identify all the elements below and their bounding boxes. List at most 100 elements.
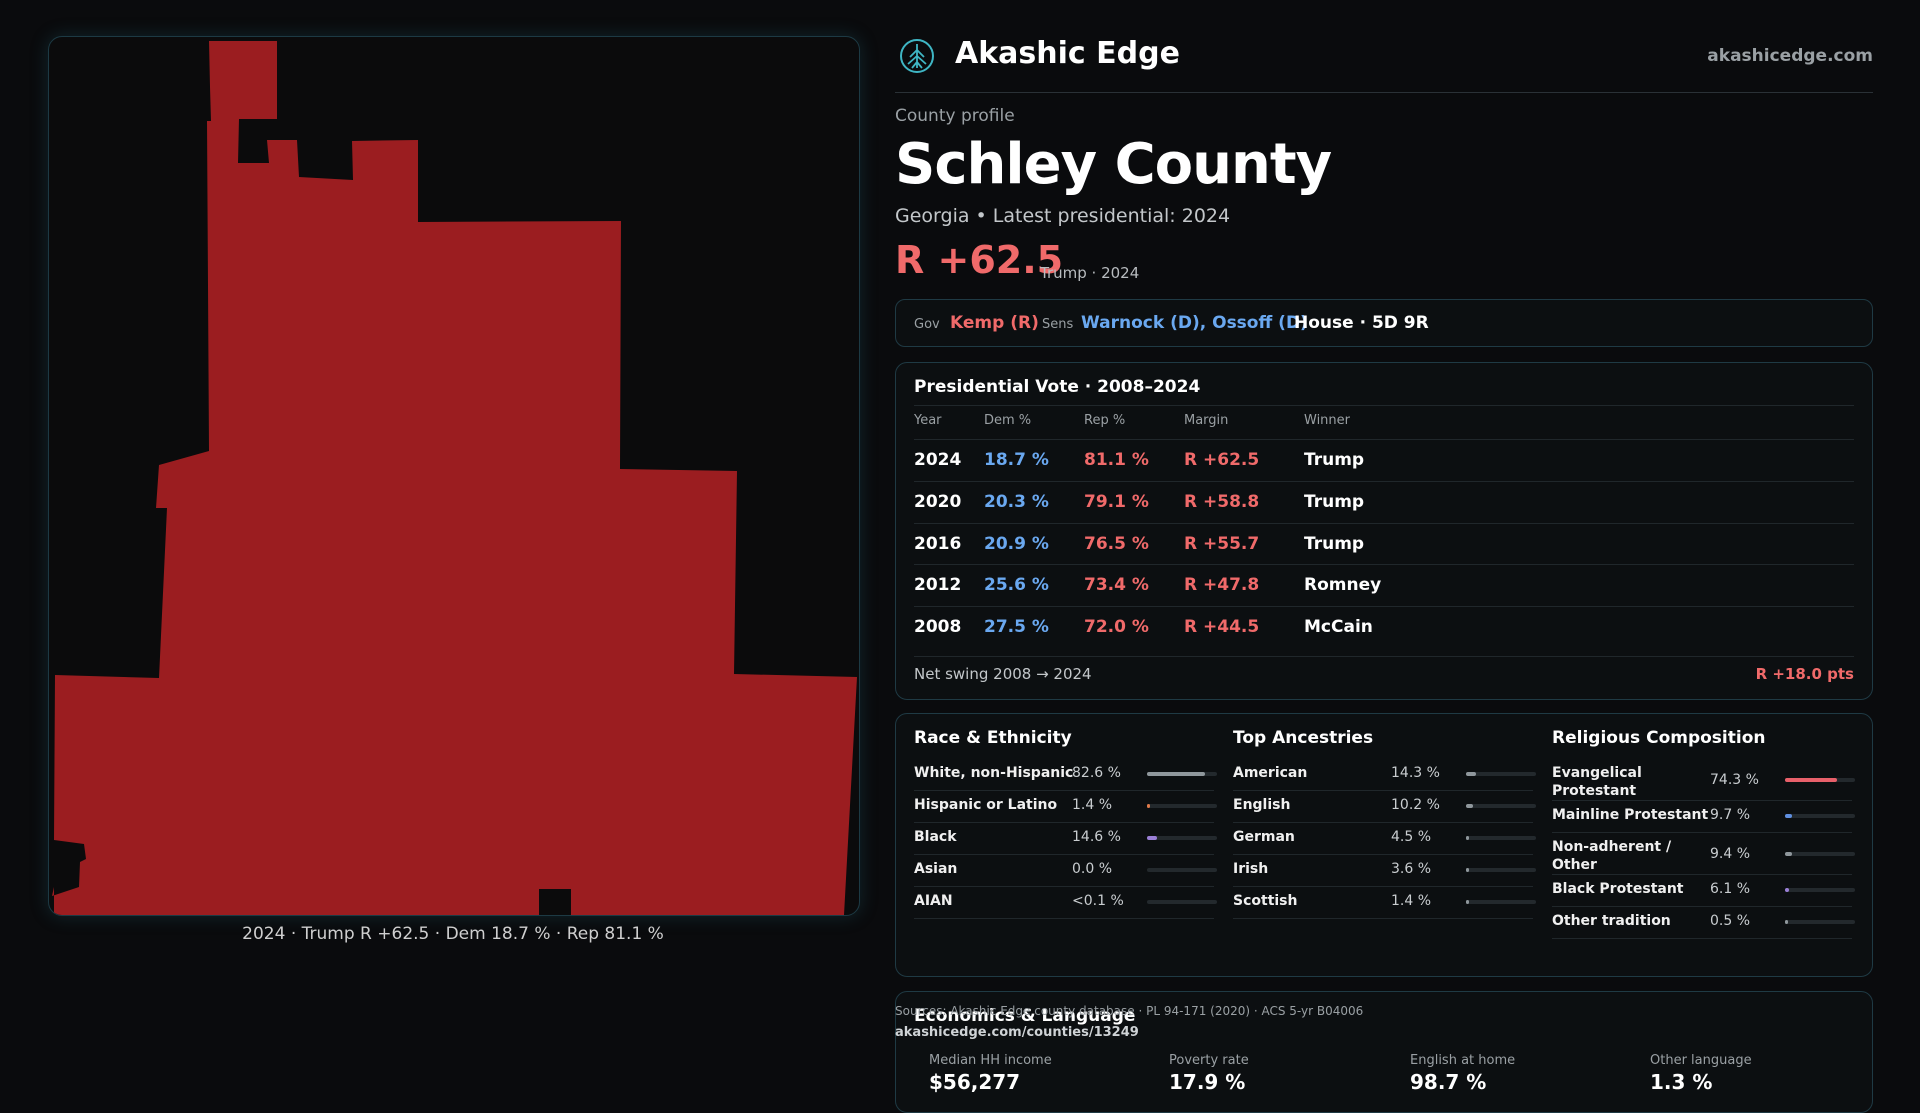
ancestry-row-bar-fill xyxy=(1466,804,1474,808)
religion-row-pct: 9.7 % xyxy=(1710,807,1751,823)
col-dem: Dem % xyxy=(984,413,1032,428)
ancestry-row-pct: 3.6 % xyxy=(1391,861,1432,877)
ancestry-row-bar-fill xyxy=(1466,868,1469,872)
county-shape xyxy=(52,41,857,915)
religion-row: Black Protestant 6.1 % xyxy=(1552,874,1855,907)
row-rep: 81.1 % xyxy=(1084,450,1149,470)
religion-row: Non-adherent / Other 9.4 % xyxy=(1552,832,1855,875)
ancestry-row-name: Scottish xyxy=(1233,893,1298,909)
econ-label-other: Other language xyxy=(1650,1053,1752,1068)
religion-row: Evangelical Protestant 74.3 % xyxy=(1552,758,1855,801)
ancestry-row-name: English xyxy=(1233,797,1291,813)
race-row-bar xyxy=(1147,868,1217,872)
religion-row-name: Mainline Protestant xyxy=(1552,807,1709,823)
col-year: Year xyxy=(914,413,942,428)
religion-row-bar-fill xyxy=(1785,920,1788,924)
net-swing-value: R +18.0 pts xyxy=(1755,665,1854,683)
ancestry-row-name: German xyxy=(1233,829,1295,845)
religion-row-bar xyxy=(1785,920,1855,924)
economics-title: Economics & Language xyxy=(914,1006,1136,1026)
row-winner: McCain xyxy=(1304,617,1373,637)
row-margin: R +55.7 xyxy=(1184,534,1260,554)
row-rep: 72.0 % xyxy=(1084,617,1149,637)
page-subtitle: Georgia • Latest presidential: 2024 xyxy=(895,205,1231,227)
religion-row-name: Other tradition xyxy=(1552,913,1671,929)
col-margin: Margin xyxy=(1184,413,1229,428)
race-row-bar xyxy=(1147,900,1217,904)
religion-title: Religious Composition xyxy=(1552,728,1766,748)
source-note: Sources: Akashic Edge county database · … xyxy=(895,1004,1364,1018)
row-dem: 20.9 % xyxy=(984,534,1049,554)
race-row: Black 14.6 % xyxy=(914,822,1217,855)
source-url[interactable]: akashicedge.com/counties/13249 xyxy=(895,1025,1139,1040)
ancestry-row-pct: 1.4 % xyxy=(1391,893,1432,909)
row-rep: 79.1 % xyxy=(1084,492,1149,512)
race-row-name: AIAN xyxy=(914,893,953,909)
race-row-pct: 1.4 % xyxy=(1072,797,1113,813)
row-dem: 27.5 % xyxy=(984,617,1049,637)
race-row-bar-fill xyxy=(1147,772,1205,776)
col-winner: Winner xyxy=(1304,413,1351,428)
brand-name[interactable]: Akashic Edge xyxy=(955,36,1180,71)
officials-bar: Gov Kemp (R) Sens Warnock (D), Ossoff (D… xyxy=(895,299,1873,347)
race-row: Asian 0.0 % xyxy=(914,854,1217,887)
race-row-pct: 82.6 % xyxy=(1072,765,1121,781)
ancestry-row-bar xyxy=(1466,836,1536,840)
sens-value: Warnock (D), Ossoff (D) xyxy=(1081,313,1308,333)
table-row: 2020 20.3 % 79.1 % R +58.8 Trump xyxy=(914,481,1854,523)
race-row: Hispanic or Latino 1.4 % xyxy=(914,790,1217,823)
presidential-vote-card: Presidential Vote · 2008–2024 Year Dem %… xyxy=(895,362,1873,700)
row-margin: R +58.8 xyxy=(1184,492,1260,512)
latest-margin: R +62.5 xyxy=(895,238,1064,282)
race-row: AIAN <0.1 % xyxy=(914,886,1217,919)
row-year: 2024 xyxy=(914,450,962,470)
gov-label: Gov xyxy=(914,317,940,332)
ancestry-row-bar xyxy=(1466,900,1536,904)
ancestry-row-bar-fill xyxy=(1466,900,1469,904)
ancestry-row-bar-fill xyxy=(1466,772,1476,776)
row-winner: Trump xyxy=(1304,450,1365,470)
gov-value: Kemp (R) xyxy=(950,313,1039,333)
religion-row-bar-fill xyxy=(1785,852,1792,856)
ancestry-row-pct: 14.3 % xyxy=(1391,765,1440,781)
sens-label: Sens xyxy=(1042,317,1074,332)
row-winner: Romney xyxy=(1304,575,1382,595)
race-row-bar xyxy=(1147,836,1217,840)
religion-row-pct: 6.1 % xyxy=(1710,881,1751,897)
ancestry-row: German 4.5 % xyxy=(1233,822,1536,855)
religion-row-bar xyxy=(1785,814,1855,818)
ancestry-row-bar xyxy=(1466,868,1536,872)
row-winner: Trump xyxy=(1304,534,1365,554)
race-row-pct: <0.1 % xyxy=(1072,893,1124,909)
race-row-name: White, non-Hispanic xyxy=(914,765,1074,781)
latest-margin-note: Trump · 2024 xyxy=(1040,264,1140,282)
row-winner: Trump xyxy=(1304,492,1365,512)
ancestry-row-bar xyxy=(1466,804,1536,808)
table-row: 2024 18.7 % 81.1 % R +62.5 Trump xyxy=(914,439,1854,481)
religion-row-bar xyxy=(1785,778,1855,782)
religion-row-pct: 9.4 % xyxy=(1710,846,1751,862)
race-row: White, non-Hispanic 82.6 % xyxy=(914,758,1217,791)
race-row-bar xyxy=(1147,772,1217,776)
presidential-title: Presidential Vote · 2008–2024 xyxy=(914,377,1201,397)
demographics-card: Race & Ethnicity White, non-Hispanic 82.6… xyxy=(895,713,1873,977)
county-map xyxy=(48,36,860,916)
econ-value-poverty: 17.9 % xyxy=(1169,1070,1246,1094)
ancestry-row-name: Irish xyxy=(1233,861,1269,877)
race-row-bar xyxy=(1147,804,1217,808)
religion-row-bar xyxy=(1785,888,1855,892)
row-year: 2008 xyxy=(914,617,962,637)
econ-value-english: 98.7 % xyxy=(1410,1070,1487,1094)
religion-row-name: Black Protestant xyxy=(1552,881,1684,897)
ancestry-row: Scottish 1.4 % xyxy=(1233,886,1536,919)
table-row: 2016 20.9 % 76.5 % R +55.7 Trump xyxy=(914,523,1854,565)
race-row-name: Asian xyxy=(914,861,958,877)
econ-value-other: 1.3 % xyxy=(1650,1070,1713,1094)
table-row: 2012 25.6 % 73.4 % R +47.8 Romney xyxy=(914,564,1854,606)
map-caption: 2024 · Trump R +62.5 · Dem 18.7 % · Rep … xyxy=(242,924,664,944)
net-swing: Net swing 2008 → 2024 R +18.0 pts xyxy=(914,656,1854,683)
race-row-bar-fill xyxy=(1147,836,1158,840)
religion-row-bar-fill xyxy=(1785,778,1837,782)
site-link[interactable]: akashicedge.com xyxy=(1707,46,1873,66)
ancestry-row-name: American xyxy=(1233,765,1308,781)
